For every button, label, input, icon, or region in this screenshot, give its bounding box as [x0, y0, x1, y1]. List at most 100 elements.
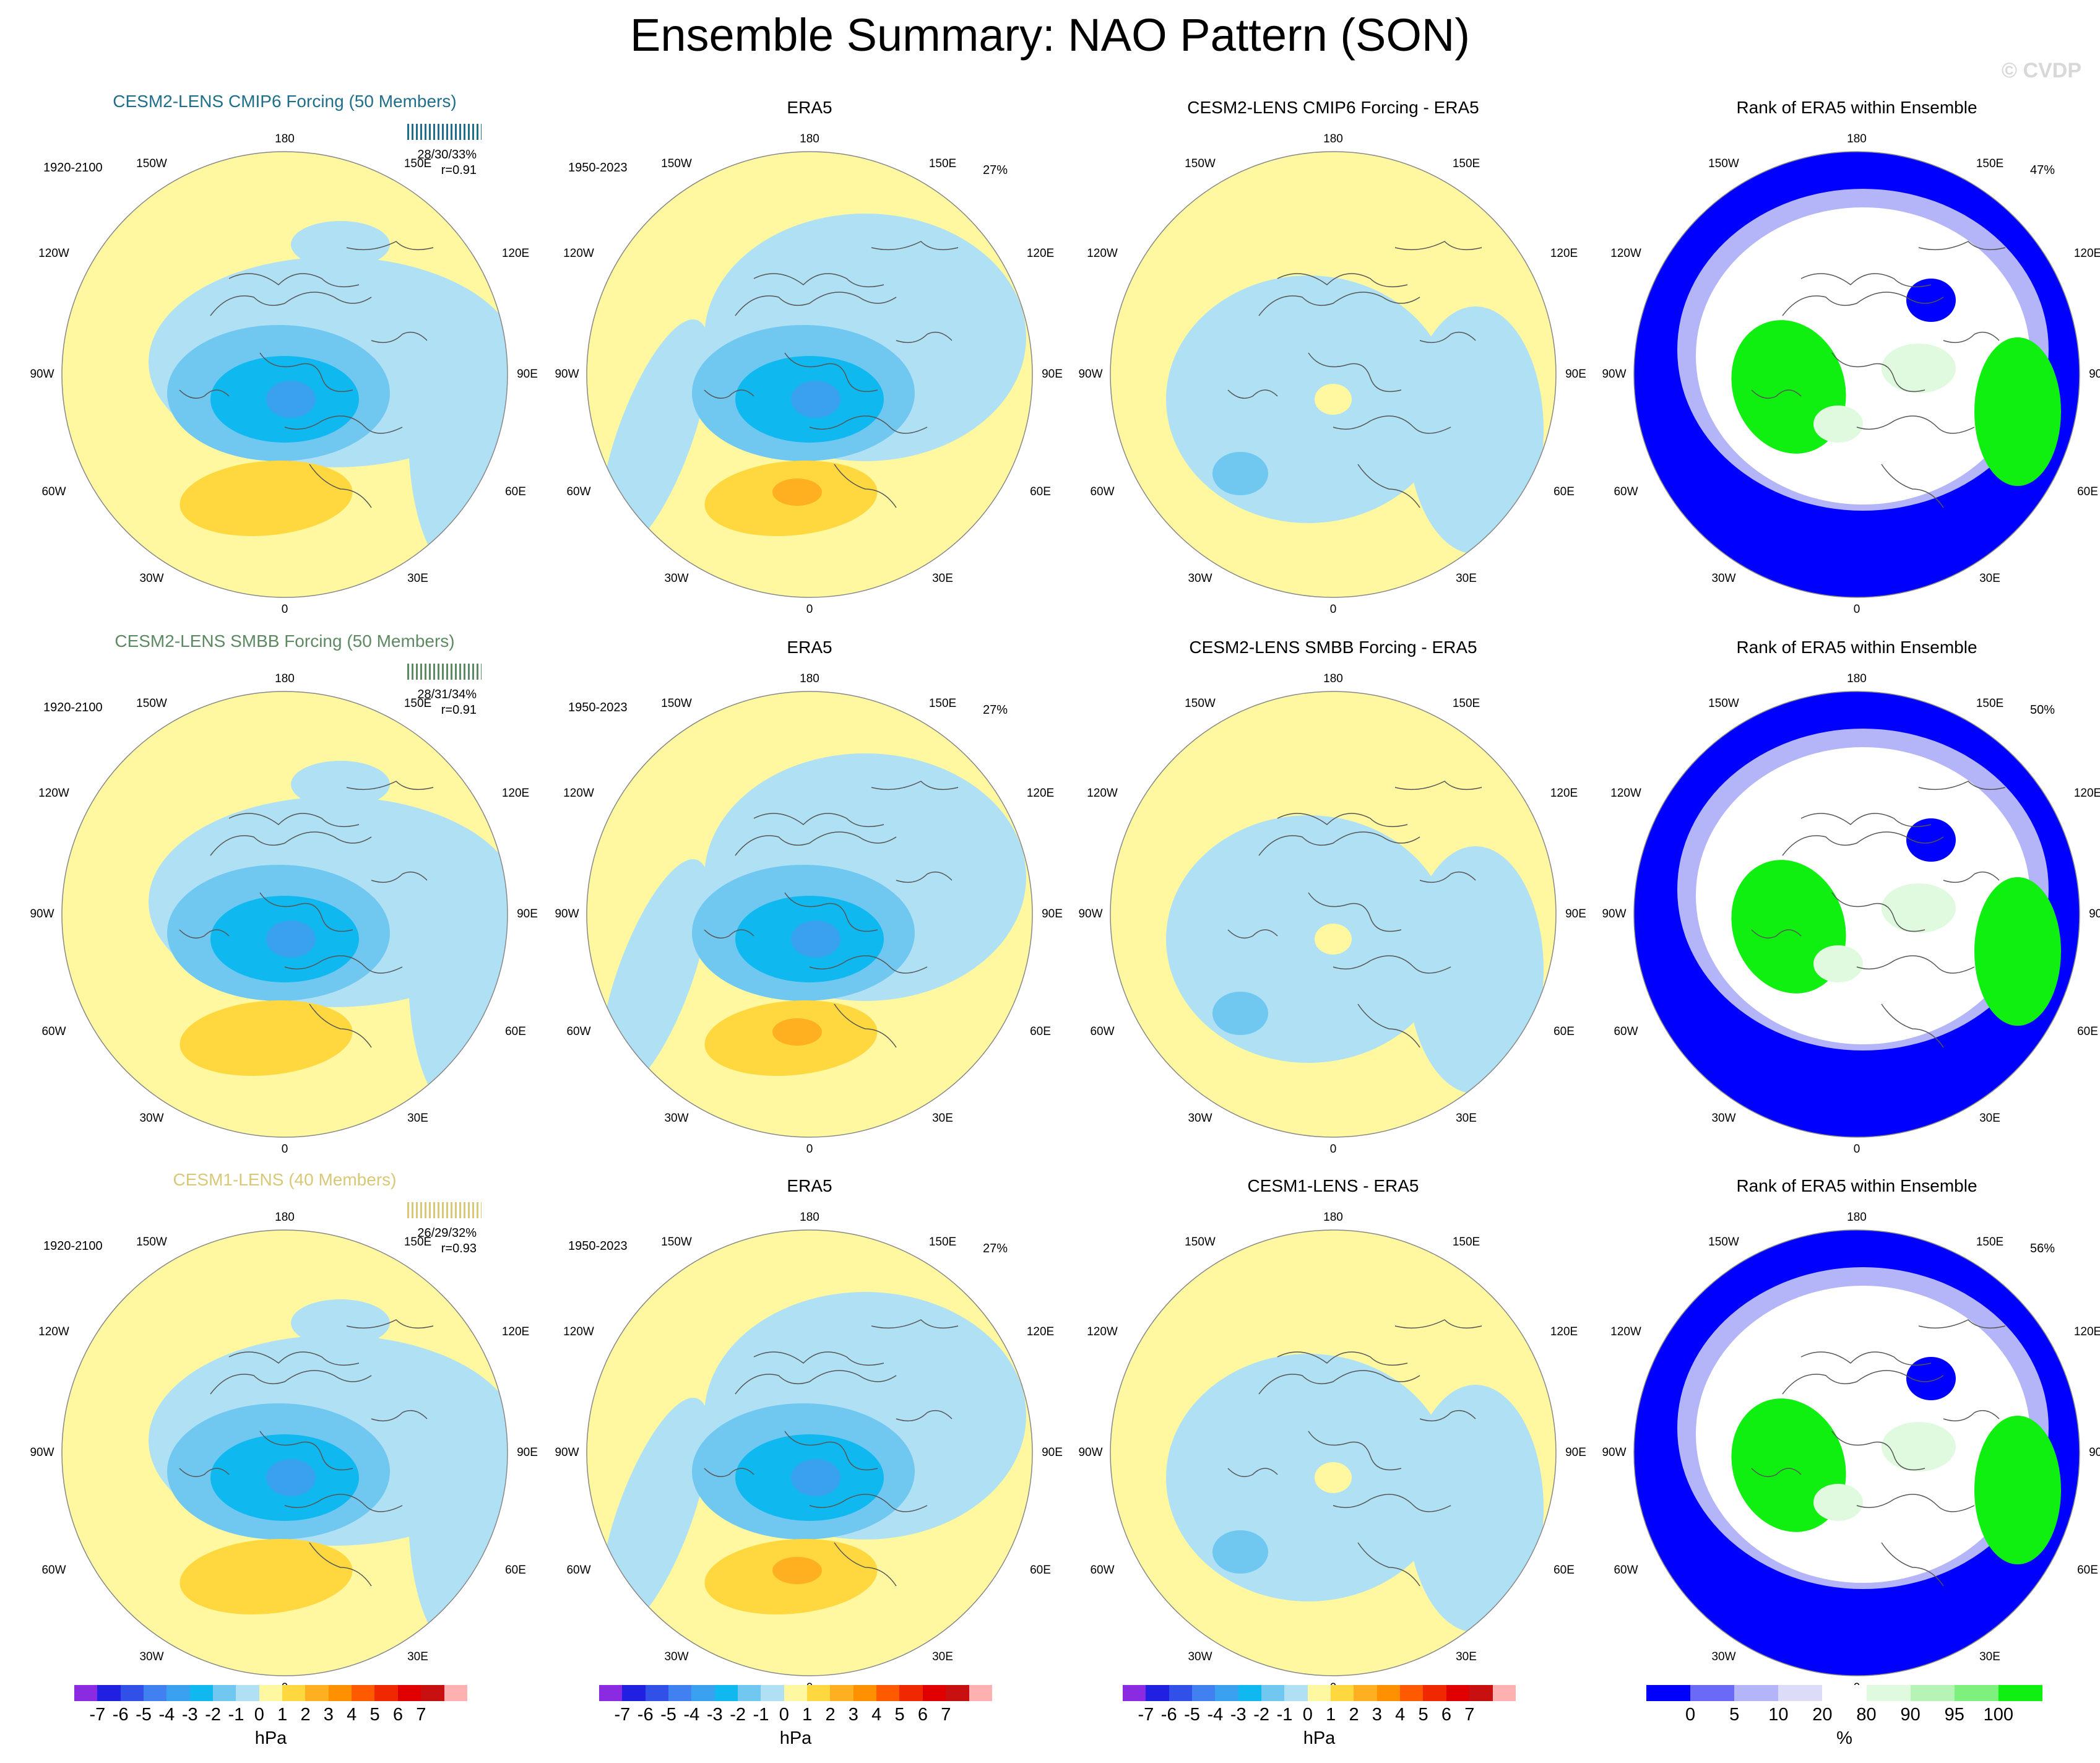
colorbar-unit: hPa	[254, 1728, 287, 1748]
panel-title: ERA5	[787, 638, 832, 657]
colorbar-tick-label: 7	[1464, 1705, 1475, 1725]
negative-anomaly-area	[1212, 1530, 1268, 1574]
longitude-label: 150W	[661, 1236, 692, 1249]
colorbar-tick-label: -3	[706, 1705, 723, 1725]
positive-anomaly-area	[772, 1557, 822, 1584]
positive-anomaly-area	[772, 1018, 822, 1046]
coastline	[1831, 892, 1925, 932]
coastline	[259, 352, 353, 392]
map-boundary	[1110, 1229, 1557, 1676]
longitude-label: 150W	[136, 697, 167, 710]
colorbar-swatch	[1954, 1685, 1998, 1701]
map-boundary	[1633, 691, 2080, 1138]
coastline	[1800, 813, 1932, 828]
coastline	[1277, 1351, 1408, 1366]
longitude-label: 150W	[661, 157, 692, 170]
coastline	[1751, 389, 1802, 399]
longitude-label: 90E	[2089, 368, 2100, 381]
colorbar-swatch	[166, 1685, 190, 1701]
longitude-label: 180	[275, 672, 295, 685]
colorbar-swatch	[622, 1685, 646, 1701]
coastline	[834, 464, 897, 508]
longitude-label: 30E	[407, 1650, 428, 1663]
colorbar-swatch	[922, 1685, 946, 1701]
longitude-label: 150E	[1452, 697, 1480, 710]
map-field	[1634, 691, 2080, 1137]
longitude-label: 60W	[1614, 1564, 1638, 1577]
coastline	[1782, 831, 1944, 856]
colorbar-unit: %	[1836, 1728, 1852, 1748]
rank-high-area	[1974, 1416, 2061, 1564]
longitude-label: 120E	[501, 1325, 530, 1338]
coastline	[1800, 1351, 1932, 1366]
coastline	[228, 813, 360, 828]
colorbar-tick-label: -2	[1253, 1705, 1270, 1725]
longitude-label: 60W	[41, 485, 66, 498]
longitude-label: 120W	[1610, 1325, 1641, 1338]
colorbar-tick-label: -7	[614, 1705, 631, 1725]
longitude-label: 90W	[30, 368, 54, 381]
variance-range: 26/29/32%	[417, 1226, 477, 1240]
colorbar-swatch	[1284, 1685, 1308, 1701]
colorbar-swatch	[1238, 1685, 1262, 1701]
longitude-label: 90E	[1042, 907, 1063, 920]
coastline	[1881, 464, 1944, 508]
ensemble-spread-ticks	[407, 1202, 482, 1218]
coastline	[179, 929, 230, 939]
pattern-correlation: r=0.91	[441, 163, 477, 177]
colorbar-swatch	[1331, 1685, 1354, 1701]
colorbar-tick-label: -5	[136, 1705, 152, 1725]
colorbar-swatch	[259, 1685, 283, 1701]
ensemble-stats: 28/30/33% r=0.91	[396, 147, 477, 178]
longitude-label: 90E	[2089, 907, 2100, 920]
coastline	[1258, 831, 1420, 856]
map-field	[62, 691, 508, 1137]
map-field	[587, 1230, 1032, 1676]
longitude-label: 150W	[136, 157, 167, 170]
longitude-label: 0	[1853, 1143, 1860, 1156]
coastline	[1394, 1319, 1482, 1329]
longitude-label: 120W	[1087, 247, 1118, 260]
colorbar-tick-label: -6	[637, 1705, 654, 1725]
colorbar-tick-label: 0	[1302, 1705, 1313, 1725]
coastline	[1308, 1431, 1402, 1471]
longitude-label: 150W	[1185, 1236, 1216, 1249]
coastline	[1831, 1431, 1925, 1471]
coastline	[210, 831, 372, 856]
longitude-label: 120W	[563, 247, 594, 260]
colorbar-swatch	[74, 1685, 98, 1701]
longitude-label: 90E	[1565, 1446, 1586, 1459]
longitude-label: 60E	[1553, 485, 1575, 498]
coastline	[1943, 331, 2000, 344]
coastline	[1227, 1468, 1278, 1478]
negative-anomaly-area	[600, 1397, 710, 1632]
coastline	[1357, 464, 1420, 508]
negative-anomaly-area	[828, 220, 927, 269]
longitude-label: 180	[800, 672, 819, 685]
map-panel-diff: CESM1-LENS - ERA51800150W150E120W120E90W…	[1073, 1171, 1593, 1694]
longitude-label: 120W	[1610, 787, 1641, 800]
colorbar-swatch	[1376, 1685, 1401, 1701]
years-label: 1920-2100	[43, 161, 103, 175]
negative-anomaly-area	[600, 319, 710, 554]
longitude-label: 120W	[1087, 787, 1118, 800]
longitude-label: 30E	[1456, 1112, 1477, 1125]
longitude-label: 90E	[1042, 368, 1063, 381]
map-field	[1110, 152, 1556, 597]
colorbar-tick-label: 5	[1729, 1705, 1740, 1725]
longitude-label: 0	[806, 1143, 813, 1156]
coastline	[753, 1351, 884, 1366]
colorbar-swatch	[374, 1685, 398, 1701]
coastline	[1918, 241, 2006, 251]
coastline	[753, 273, 884, 288]
longitude-label: 120E	[501, 787, 530, 800]
coastline	[179, 389, 230, 399]
colorbar-swatch	[1690, 1685, 1735, 1701]
coastline	[1277, 273, 1408, 288]
colorbar-swatch	[305, 1685, 329, 1701]
coastline	[1357, 1003, 1420, 1048]
colorbar-swatch	[668, 1685, 692, 1701]
longitude-label: 90W	[1602, 1446, 1627, 1459]
rank-high-area	[1974, 337, 2061, 486]
negative-anomaly-area	[828, 760, 927, 809]
